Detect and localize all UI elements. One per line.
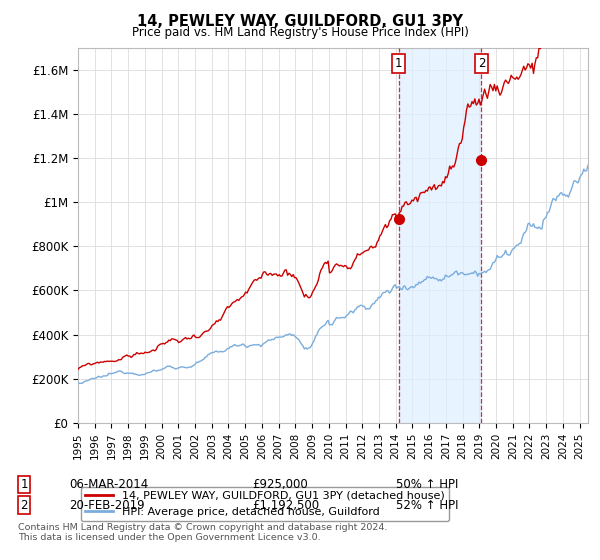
Bar — [398, 48, 481, 423]
Text: 1: 1 — [20, 478, 28, 491]
Text: 52% ↑ HPI: 52% ↑ HPI — [396, 498, 458, 512]
Text: 06-MAR-2014: 06-MAR-2014 — [69, 478, 148, 491]
Text: £1,192,500: £1,192,500 — [252, 498, 319, 512]
Text: 50% ↑ HPI: 50% ↑ HPI — [396, 478, 458, 491]
Text: 2: 2 — [20, 498, 28, 512]
Text: £925,000: £925,000 — [252, 478, 308, 491]
Text: 2: 2 — [478, 57, 485, 70]
Text: 14, PEWLEY WAY, GUILDFORD, GU1 3PY: 14, PEWLEY WAY, GUILDFORD, GU1 3PY — [137, 14, 463, 29]
Text: 1: 1 — [395, 57, 402, 70]
Text: 20-FEB-2019: 20-FEB-2019 — [69, 498, 145, 512]
Text: This data is licensed under the Open Government Licence v3.0.: This data is licensed under the Open Gov… — [18, 533, 320, 542]
Text: Contains HM Land Registry data © Crown copyright and database right 2024.: Contains HM Land Registry data © Crown c… — [18, 523, 388, 532]
Legend: 14, PEWLEY WAY, GUILDFORD, GU1 3PY (detached house), HPI: Average price, detache: 14, PEWLEY WAY, GUILDFORD, GU1 3PY (deta… — [81, 487, 449, 521]
Text: Price paid vs. HM Land Registry's House Price Index (HPI): Price paid vs. HM Land Registry's House … — [131, 26, 469, 39]
